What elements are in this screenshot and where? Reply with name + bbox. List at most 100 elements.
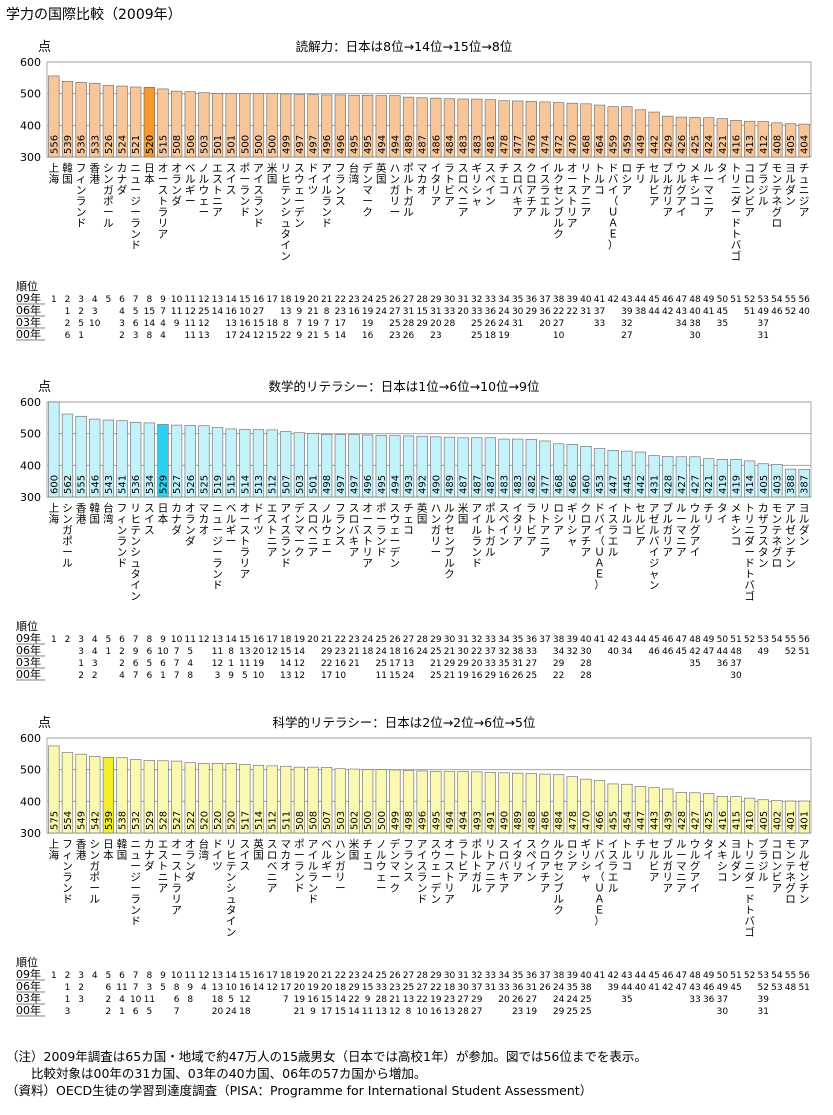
- rank-value: 10: [171, 295, 183, 305]
- rank-value: 1: [160, 671, 166, 681]
- value-label: 520: [227, 811, 238, 830]
- chart-math: 点数学的リテラシー：日本は1位→6位→10位→9位 300 400 500 600 600…: [0, 378, 833, 698]
- rank-value: 13: [280, 671, 291, 681]
- rank-value: 18: [335, 983, 347, 993]
- bar: [539, 101, 551, 158]
- value-label: 542: [90, 811, 101, 830]
- bar: [621, 106, 633, 158]
- rank-value: 19: [294, 995, 306, 1005]
- year-label: 06年: [16, 643, 41, 657]
- rank-value: 1: [78, 331, 84, 341]
- rank-value: 27: [416, 983, 427, 993]
- bar: [484, 437, 497, 498]
- rank-value: 15: [266, 331, 277, 341]
- rank-value: 6: [174, 995, 180, 1005]
- bar: [512, 100, 524, 158]
- bar: [689, 456, 701, 498]
- value-label: 521: [131, 135, 142, 154]
- y-tick-label: 500: [20, 428, 41, 441]
- rank-value: 27: [526, 659, 537, 669]
- rank-value: 6: [119, 971, 125, 981]
- rank-value: 5: [187, 647, 193, 657]
- rank-value: 2: [65, 319, 71, 329]
- value-label: 427: [691, 811, 702, 830]
- rank-value: 25: [526, 671, 537, 681]
- rank-value: 34: [553, 647, 565, 657]
- rank-value: 2: [119, 331, 125, 341]
- rank-value: 16: [225, 307, 237, 317]
- value-label: 498: [322, 475, 333, 494]
- bar: [566, 776, 578, 834]
- rank-value: 18: [280, 295, 292, 305]
- category-label: ドイツ: [212, 838, 223, 872]
- rank-value: 28: [444, 319, 456, 329]
- rank-value: 23: [430, 331, 441, 341]
- bar: [348, 768, 360, 834]
- rank-value: 15: [416, 307, 427, 317]
- rank-value: 31: [403, 307, 414, 317]
- rank-value: 1: [51, 971, 57, 981]
- bar: [266, 765, 278, 834]
- rank-value: 8: [146, 971, 152, 981]
- rank-value: 47: [703, 647, 714, 657]
- rank-value: 16: [403, 647, 415, 657]
- rank-value: 25: [471, 319, 482, 329]
- category-label: フィンランド: [76, 162, 87, 229]
- bar: [293, 94, 306, 158]
- category-label: クロアチア: [581, 502, 592, 558]
- category-label: メキシコ: [717, 838, 728, 883]
- value-label: 455: [609, 811, 620, 830]
- bar: [784, 468, 797, 498]
- rank-value: 2: [65, 971, 71, 981]
- rank-value: 27: [403, 295, 414, 305]
- category-label: ドバイ（ＵＡＥ）: [594, 502, 605, 591]
- value-label: 543: [104, 475, 115, 494]
- rank-value: 18: [280, 971, 292, 981]
- rank-value: 17: [389, 659, 400, 669]
- value-label: 428: [677, 811, 688, 830]
- value-label: 447: [636, 811, 647, 830]
- rank-header: 順位: [16, 619, 38, 633]
- category-label: ドイツ: [308, 162, 319, 196]
- bar: [539, 440, 551, 498]
- bar: [634, 451, 647, 498]
- category-label: ハンガリー: [390, 162, 401, 218]
- value-label: 470: [568, 135, 579, 154]
- bar: [211, 763, 224, 834]
- rank-value: 26: [403, 331, 415, 341]
- bar: [621, 783, 633, 834]
- bar: [498, 438, 510, 498]
- rank-value: 16: [348, 307, 360, 317]
- rank-value: 44: [648, 307, 660, 317]
- rank-value: 3: [78, 971, 84, 981]
- rank-value: 37: [758, 319, 769, 329]
- category-label: アルゼンチン: [785, 502, 796, 569]
- bar: [525, 100, 537, 158]
- bar: [416, 435, 428, 498]
- category-label: 韓国: [117, 838, 128, 861]
- bar: [430, 97, 442, 158]
- value-label: 520: [199, 811, 210, 830]
- bar: [252, 429, 265, 498]
- category-label: ルクセンブルク: [444, 502, 455, 580]
- rank-value: 30: [457, 647, 469, 657]
- rank-value: 22: [553, 671, 564, 681]
- rank-value: 10: [553, 331, 565, 341]
- rank-value: 55: [785, 295, 796, 305]
- category-label: シンガポール: [90, 838, 101, 905]
- rank-value: 15: [144, 307, 155, 317]
- value-label: 483: [472, 135, 483, 154]
- rank-value: 27: [253, 307, 264, 317]
- bar: [211, 427, 224, 498]
- chart-math-svg: 点数学的リテラシー：日本は1位→6位→10位→9位300400500600600…: [16, 379, 812, 681]
- category-label: ギリシャ: [581, 838, 592, 883]
- rank-value: 18: [239, 1007, 251, 1017]
- bar: [102, 419, 115, 498]
- rank-value: 38: [553, 295, 565, 305]
- value-label: 508: [295, 811, 306, 830]
- rank-value: 16: [362, 331, 374, 341]
- chart-title: 数学的リテラシー：日本は1位→6位→10位→9位: [269, 379, 540, 394]
- category-label: 上海: [49, 838, 60, 861]
- value-label: 489: [513, 811, 524, 830]
- rank-value: 7: [133, 635, 139, 645]
